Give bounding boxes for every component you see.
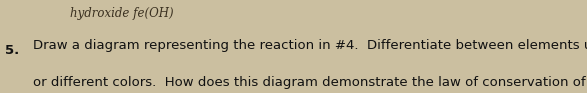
- Text: or different colors.  How does this diagram demonstrate the law of conservation : or different colors. How does this diagr…: [33, 76, 587, 89]
- Text: Draw a diagram representing the reaction in #4.  Differentiate between elements : Draw a diagram representing the reaction…: [33, 39, 587, 52]
- Text: hydroxide fe(OH): hydroxide fe(OH): [70, 7, 174, 20]
- Text: 5.: 5.: [5, 44, 19, 57]
